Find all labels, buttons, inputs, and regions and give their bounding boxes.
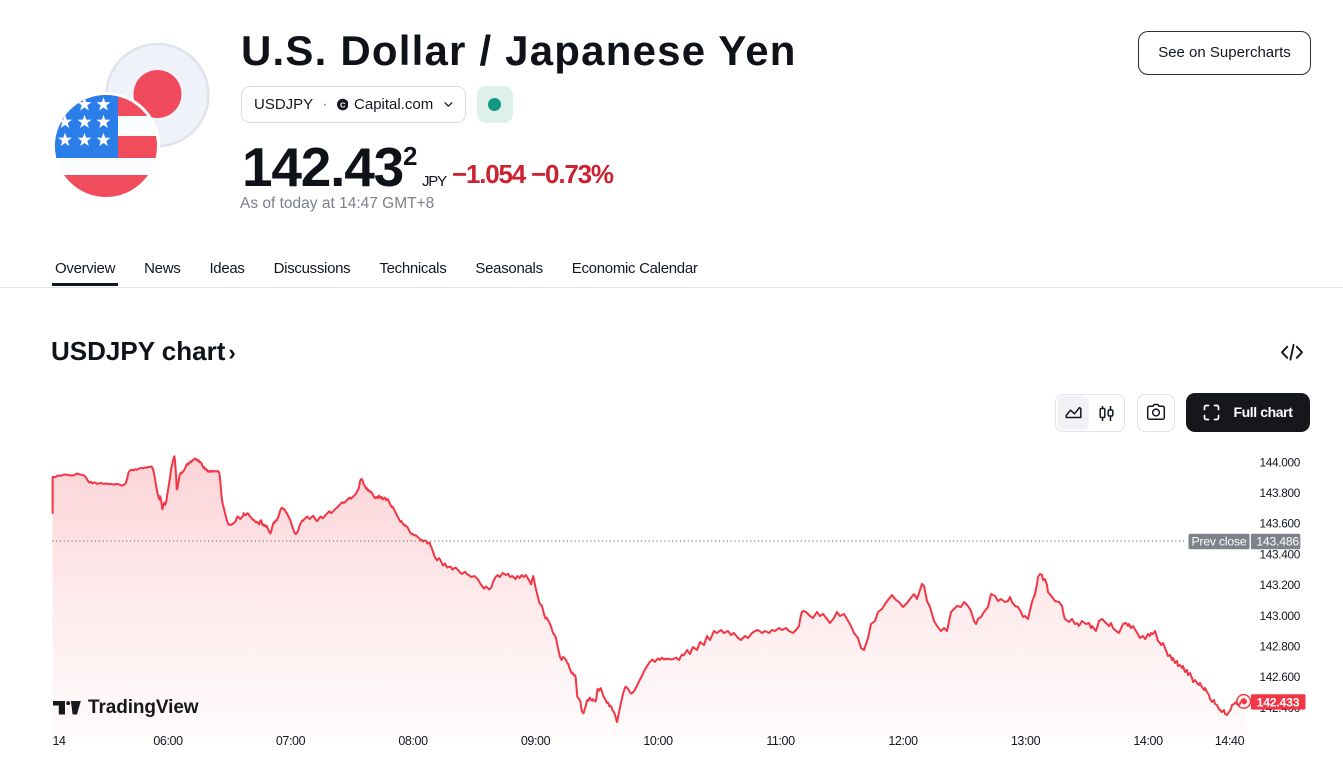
svg-text:142.800: 142.800 <box>1259 640 1300 654</box>
svg-text:142.600: 142.600 <box>1259 670 1300 684</box>
svg-text:144.000: 144.000 <box>1259 455 1300 469</box>
svg-text:143.600: 143.600 <box>1259 517 1300 531</box>
svg-text:142.433: 142.433 <box>1257 695 1300 709</box>
svg-text:143.486: 143.486 <box>1256 535 1299 549</box>
svg-text:06:00: 06:00 <box>153 734 183 748</box>
svg-text:09:00: 09:00 <box>521 734 551 748</box>
svg-text:14:40: 14:40 <box>1215 734 1245 748</box>
svg-text:13:00: 13:00 <box>1011 734 1041 748</box>
svg-text:C: C <box>339 100 345 109</box>
svg-text:14: 14 <box>52 734 66 748</box>
svg-text:12:00: 12:00 <box>888 734 918 748</box>
svg-text:Prev close: Prev close <box>1192 535 1247 549</box>
svg-text:143.000: 143.000 <box>1259 609 1300 623</box>
svg-text:143.200: 143.200 <box>1259 578 1300 592</box>
svg-text:07:00: 07:00 <box>276 734 306 748</box>
svg-text:10:00: 10:00 <box>643 734 673 748</box>
svg-text:14:00: 14:00 <box>1133 734 1163 748</box>
svg-text:143.400: 143.400 <box>1259 547 1300 561</box>
svg-text:08:00: 08:00 <box>398 734 428 748</box>
svg-text:143.800: 143.800 <box>1259 486 1300 500</box>
svg-text:11:00: 11:00 <box>766 734 795 748</box>
